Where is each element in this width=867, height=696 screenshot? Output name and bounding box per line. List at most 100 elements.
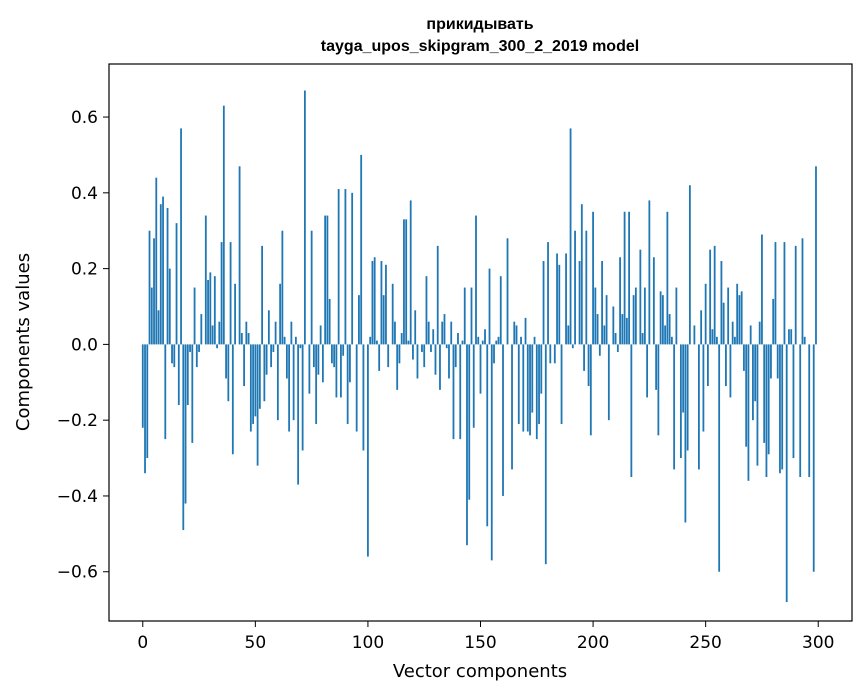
bar [448, 344, 450, 379]
bar [378, 344, 381, 371]
bar [643, 287, 646, 345]
bar [274, 321, 277, 345]
bar [542, 261, 545, 345]
bar [267, 310, 270, 345]
bar [254, 344, 257, 417]
bar [709, 249, 712, 345]
bar [349, 344, 351, 383]
bar [524, 317, 527, 345]
bar [175, 223, 178, 345]
bar [342, 344, 345, 356]
bar [421, 344, 423, 352]
bar [180, 128, 182, 345]
bar [511, 344, 513, 470]
bar [265, 344, 268, 375]
bar [583, 344, 585, 371]
bar [625, 317, 628, 345]
bar [252, 344, 254, 424]
bar [225, 344, 227, 379]
bar [171, 344, 173, 364]
bar [698, 344, 700, 470]
bar [535, 344, 538, 440]
bar [153, 238, 155, 345]
bar [439, 344, 441, 390]
bar [684, 344, 687, 523]
bar [319, 325, 322, 345]
bar [155, 177, 158, 345]
bar [520, 336, 522, 345]
bar [416, 344, 419, 379]
bar [729, 344, 732, 398]
bar [549, 344, 552, 364]
bar [303, 90, 306, 345]
bar [450, 321, 453, 345]
bar [772, 298, 775, 345]
bar [238, 166, 241, 345]
bar [596, 314, 599, 345]
bar [792, 344, 795, 459]
bar [812, 344, 815, 572]
bar [177, 344, 180, 406]
y-tick-label: 0.0 [71, 335, 98, 355]
bar [243, 344, 245, 387]
bar [276, 344, 279, 421]
bar [774, 242, 777, 345]
bar [454, 344, 457, 368]
bar [655, 344, 658, 390]
bar [707, 344, 709, 387]
bar [412, 344, 414, 360]
bar [218, 321, 221, 345]
bar [189, 344, 191, 352]
x-tick-label: 0 [137, 633, 148, 653]
bar [367, 344, 369, 557]
y-axis: −0.6 −0.4 −0.2 0.0 0.2 0.4 0.6 [57, 108, 109, 583]
bar [256, 344, 259, 466]
bar [198, 344, 200, 352]
bar [162, 196, 164, 345]
bar [556, 253, 558, 345]
bar [727, 287, 730, 345]
bar [263, 344, 266, 402]
bar [272, 344, 275, 352]
bar [587, 344, 590, 387]
bar [360, 154, 363, 345]
bar [776, 344, 779, 379]
bar [396, 344, 399, 390]
bar [598, 344, 601, 356]
bar [529, 344, 531, 436]
x-tick-label: 200 [577, 633, 609, 653]
bar [603, 325, 606, 345]
bar [589, 344, 592, 436]
bar [533, 336, 536, 345]
bar [743, 344, 745, 371]
bar [234, 283, 236, 345]
bar [628, 211, 630, 345]
bar [144, 344, 146, 474]
bar [193, 287, 196, 345]
bar [495, 340, 498, 345]
bar [457, 333, 459, 345]
bar [409, 200, 412, 345]
bar [186, 344, 189, 406]
bar [682, 344, 685, 413]
bar [725, 344, 727, 387]
bar [711, 329, 714, 345]
x-tick-label: 100 [352, 633, 384, 653]
bar [758, 321, 761, 345]
bar [736, 283, 739, 345]
bar [632, 295, 635, 345]
bar [499, 276, 502, 345]
bar [749, 325, 752, 345]
bar [731, 321, 734, 345]
bar [299, 344, 302, 349]
bar [472, 344, 475, 428]
x-tick-label: 300 [802, 633, 834, 653]
bar [292, 344, 295, 421]
bar [261, 245, 263, 345]
bar [220, 242, 223, 345]
bar [216, 344, 218, 349]
bar [641, 333, 644, 345]
bar [385, 264, 387, 345]
bar [355, 344, 358, 432]
bar [745, 344, 748, 447]
